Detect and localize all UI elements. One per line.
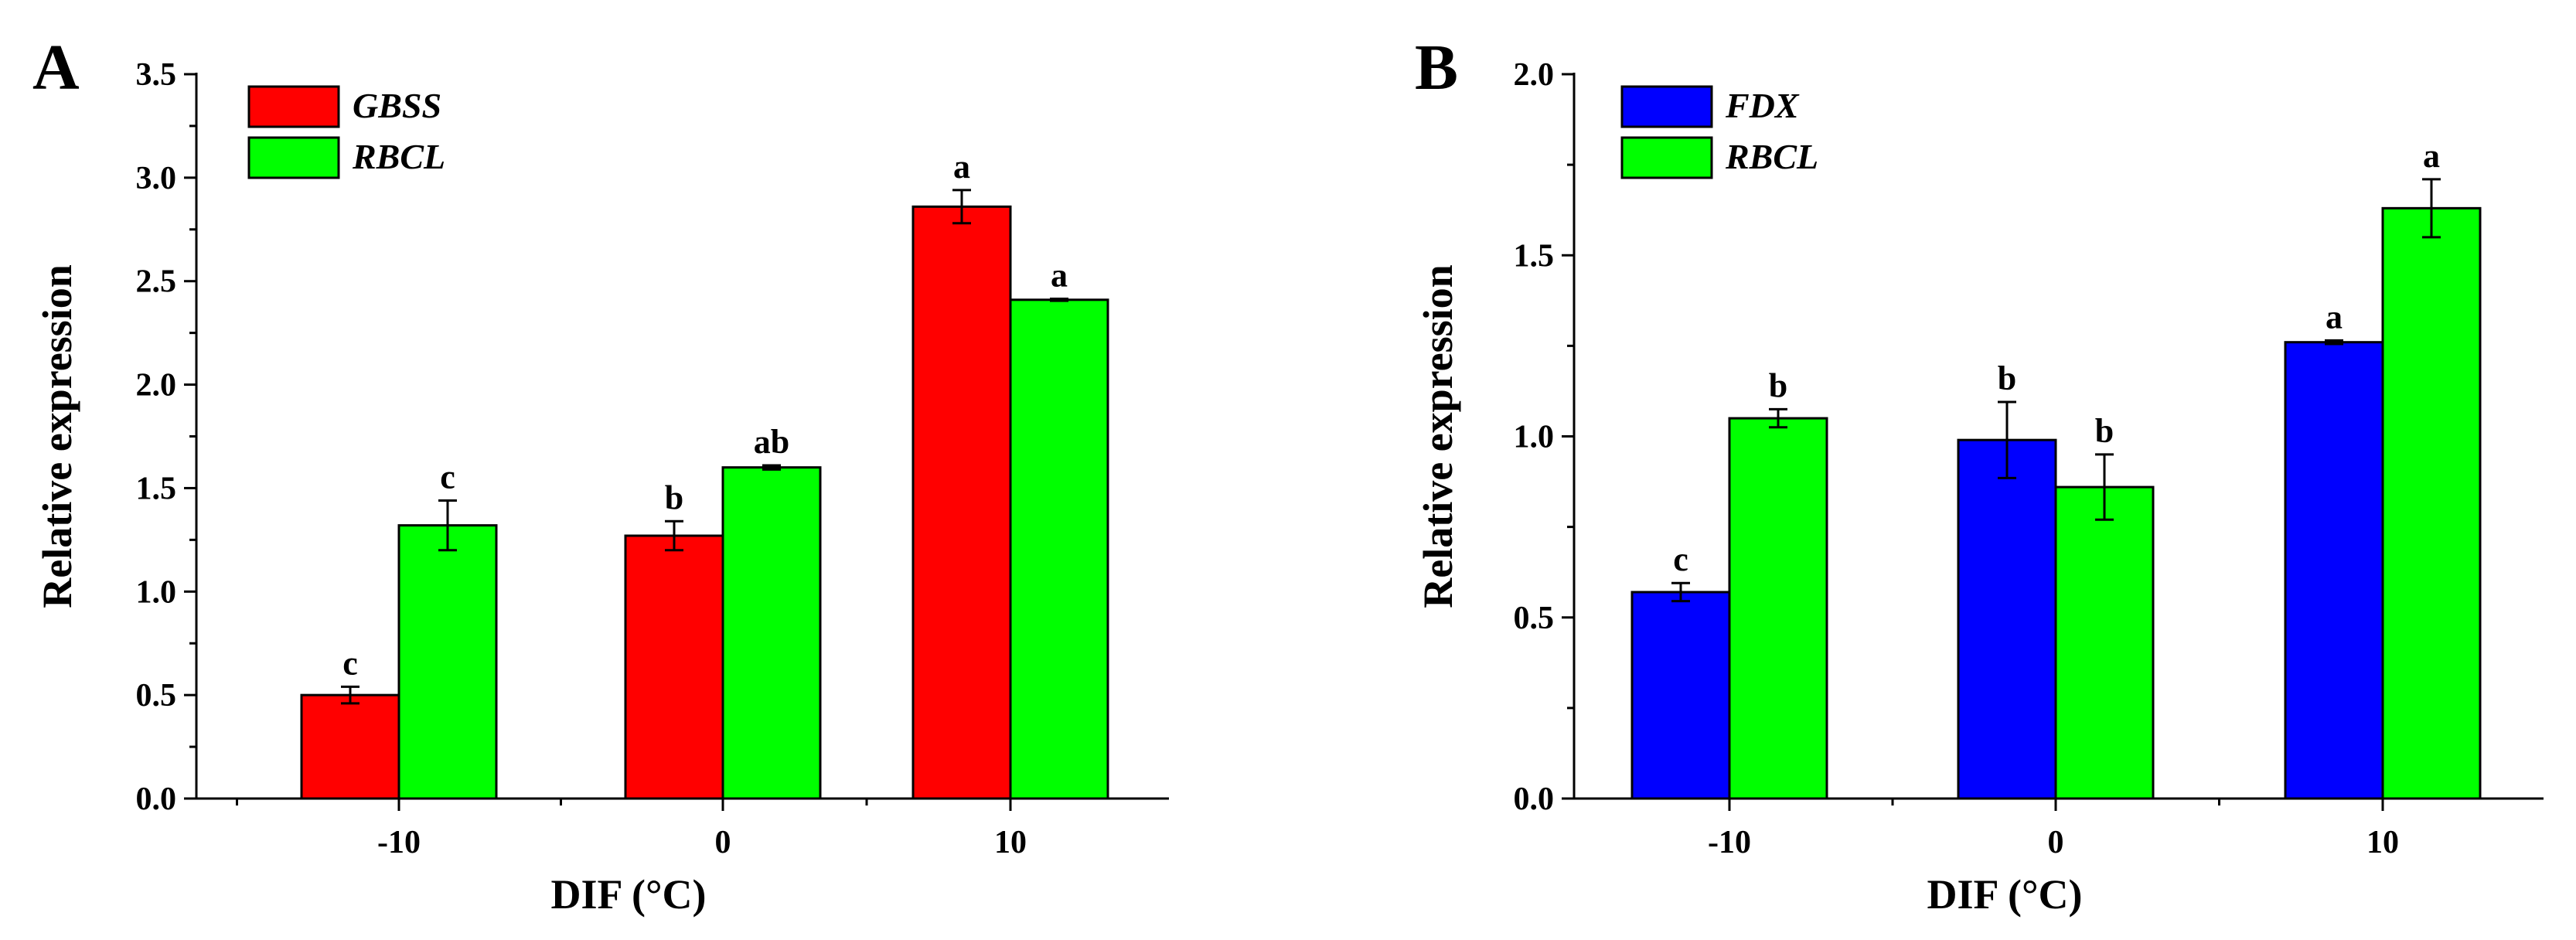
y-tick-label: 1.0 [1514, 420, 1555, 455]
x-tick-label: 0 [2048, 825, 2064, 860]
significance-label: a [1051, 256, 1068, 294]
significance-label: b [2095, 412, 2114, 450]
y-tick-label: 0.0 [1514, 782, 1555, 817]
y-axis-title: Relative expression [1415, 264, 1461, 608]
x-tick-label: 0 [715, 825, 731, 860]
x-tick-label: 10 [2366, 825, 2399, 860]
x-tick-label: -10 [1708, 825, 1751, 860]
legend-label: GBSS [353, 86, 441, 125]
y-tick-label: 1.5 [136, 471, 177, 506]
x-tick-label: -10 [377, 825, 421, 860]
legend-swatch [1620, 136, 1713, 179]
bar [721, 466, 822, 800]
chart-panel-b: Bc b a b b a 0.0 0.5 1.0 1.5 2.0 -10 0 10 DIF (°C) Rela… [1415, 32, 2544, 918]
y-tick-label: 0.5 [1514, 601, 1555, 636]
panel-letter: A [32, 32, 80, 104]
significance-label: a [2423, 137, 2440, 175]
significance-label: a [953, 148, 970, 186]
significance-label: b [665, 479, 683, 516]
bar [1728, 417, 1828, 800]
panel-letter: B [1415, 32, 1458, 104]
y-tick-label: 3.5 [136, 57, 177, 93]
bar [1009, 298, 1109, 800]
y-tick-label: 0.5 [136, 678, 177, 714]
y-tick-label: 1.0 [136, 574, 177, 610]
bar [2284, 341, 2384, 800]
bar [1630, 591, 1731, 800]
significance-label: c [342, 644, 358, 682]
bar [2054, 485, 2155, 800]
y-tick-label: 1.5 [1514, 238, 1555, 274]
chart-panel-a: Ac b a c ab a 0.0 0.5 1.0 1.5 2.0 2.5 3.0 3.5 -10 0 10 DI… [32, 32, 1169, 918]
y-axis-title: Relative expression [34, 264, 80, 608]
significance-label: b [1769, 366, 1787, 404]
y-tick-label: 2.0 [1514, 57, 1555, 93]
significance-label: a [2326, 298, 2343, 335]
y-tick-label: 2.5 [136, 264, 177, 300]
x-tick-label: 10 [994, 825, 1027, 860]
bar [624, 534, 724, 800]
legend-label: FDX [1725, 86, 1800, 125]
bar [300, 693, 400, 800]
legend-swatch [247, 85, 340, 128]
legend-swatch [1620, 85, 1713, 128]
significance-label: ab [754, 423, 789, 461]
legend-label: RBCL [1725, 137, 1818, 176]
y-tick-label: 3.0 [136, 161, 177, 196]
legend-swatch [247, 136, 340, 179]
bar [397, 524, 498, 800]
y-tick-label: 2.0 [136, 368, 177, 404]
bar [1957, 438, 2057, 800]
significance-label: b [1998, 359, 2016, 397]
significance-label: c [1673, 540, 1688, 578]
bar [2381, 206, 2482, 800]
bar [911, 205, 1012, 800]
x-axis-title: DIF (°C) [1927, 871, 2082, 918]
significance-label: c [440, 458, 455, 496]
y-tick-label: 0.0 [136, 782, 177, 817]
x-axis-title: DIF (°C) [550, 871, 706, 918]
legend-label: RBCL [352, 137, 445, 176]
